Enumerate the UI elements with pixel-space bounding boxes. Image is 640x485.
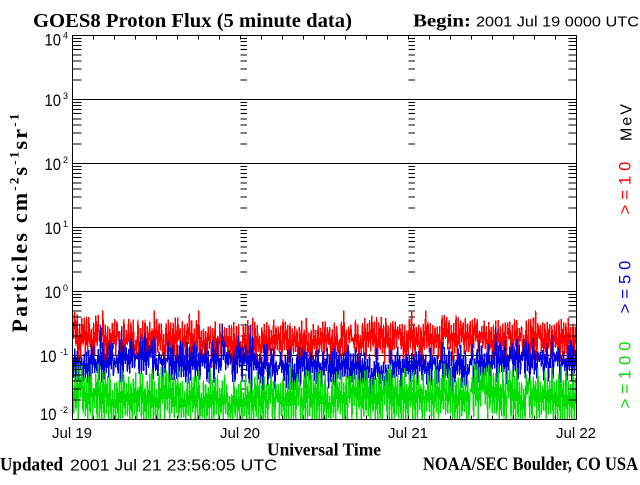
svg-text:>=50: >=50 (617, 256, 635, 314)
svg-text:10: 10 (40, 348, 57, 366)
svg-text:-1: -1 (60, 347, 68, 357)
svg-text:1: 1 (63, 219, 68, 229)
svg-text:MeV: MeV (619, 102, 636, 141)
svg-text:4: 4 (63, 31, 68, 41)
svg-text:10: 10 (40, 406, 57, 424)
svg-text:Universal Time: Universal Time (267, 440, 381, 460)
svg-text:Jul 20: Jul 20 (220, 425, 260, 442)
svg-text:GOES8 Proton Flux (5 minute da: GOES8 Proton Flux (5 minute data) (33, 10, 352, 32)
svg-text:10: 10 (45, 284, 62, 302)
svg-text:Jul 21: Jul 21 (388, 425, 428, 442)
svg-text:>=10: >=10 (617, 157, 635, 215)
svg-text:-2: -2 (60, 405, 68, 415)
svg-text:0: 0 (63, 283, 68, 293)
svg-text:2001 Jul 21 23:56:05 UTC: 2001 Jul 21 23:56:05 UTC (70, 458, 277, 475)
svg-text:Particles cm-2s-1sr-1: Particles cm-2s-1sr-1 (7, 111, 33, 332)
svg-text:NOAA/SEC Boulder, CO USA: NOAA/SEC Boulder, CO USA (423, 454, 638, 475)
svg-text:Begin:: Begin: (413, 11, 471, 31)
svg-text:>=100: >=100 (617, 337, 635, 409)
svg-text:10: 10 (45, 220, 62, 238)
svg-text:Updated: Updated (0, 455, 63, 476)
svg-text:3: 3 (63, 91, 68, 101)
svg-text:10: 10 (45, 92, 62, 110)
svg-text:Jul 19: Jul 19 (52, 425, 92, 442)
svg-text:10: 10 (45, 156, 62, 174)
svg-text:2001 Jul 19 0000 UTC: 2001 Jul 19 0000 UTC (476, 15, 639, 31)
svg-text:10: 10 (45, 32, 62, 50)
svg-text:Jul 22: Jul 22 (556, 425, 596, 442)
svg-text:2: 2 (63, 155, 68, 165)
